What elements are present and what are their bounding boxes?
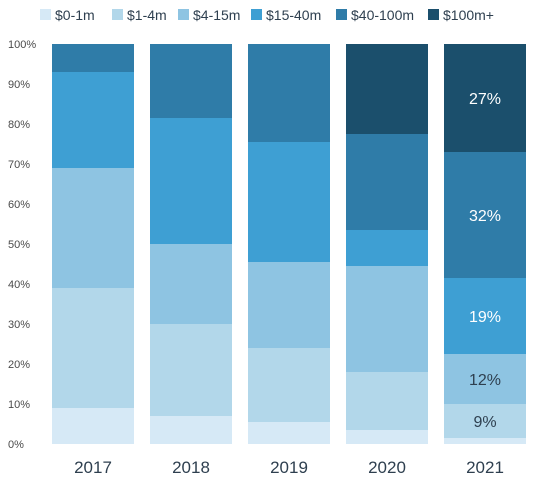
- bar-segment-2017-4-15m: [52, 168, 134, 288]
- bar-segment-2021-4-15m: [444, 354, 526, 404]
- bar-segment-2020-40-100m: [346, 134, 428, 230]
- y-tick-label-0: 0%: [8, 439, 24, 451]
- bar-group-2019: [248, 44, 330, 444]
- bar-segment-2019-1-4m: [248, 348, 330, 422]
- bar-segment-2019-0-1m: [248, 422, 330, 444]
- legend-item-15-40m: $15-40m: [251, 7, 321, 23]
- bar-segment-2020-4-15m: [346, 266, 428, 372]
- x-tick-label-2021: 2021: [466, 458, 504, 477]
- y-tick-label-50: 50%: [8, 239, 30, 251]
- legend-swatch-1-4m: [112, 9, 123, 20]
- bar-segment-2017-15-40m: [52, 72, 134, 168]
- bar-segment-2020-100m: [346, 44, 428, 134]
- legend-item-40-100m: $40-100m: [336, 7, 414, 23]
- bar-segment-2021-0-1m: [444, 438, 526, 444]
- bar-segment-2017-40-100m: [52, 44, 134, 72]
- legend-label-4-15m: $4-15m: [193, 7, 240, 23]
- y-tick-label-10: 10%: [8, 399, 30, 411]
- bar-segment-2017-0-1m: [52, 408, 134, 444]
- data-label-2021-4-15m: 12%: [469, 372, 501, 389]
- legend-swatch-40-100m: [336, 9, 347, 20]
- y-tick-label-100: 100%: [8, 39, 36, 51]
- legend-swatch-15-40m: [251, 9, 262, 20]
- y-tick-label-40: 40%: [8, 279, 30, 291]
- y-tick-label-30: 30%: [8, 319, 30, 331]
- x-tick-label-2019: 2019: [270, 458, 308, 477]
- bar-segment-2019-40-100m: [248, 44, 330, 142]
- bar-segment-2020-1-4m: [346, 372, 428, 430]
- legend-item-1-4m: $1-4m: [112, 7, 167, 23]
- legend-label-40-100m: $40-100m: [351, 7, 414, 23]
- bar-segment-2018-15-40m: [150, 118, 232, 244]
- legend-swatch-100m: [428, 9, 439, 20]
- bars: 9% 12% 19% 32% 27%: [52, 44, 526, 444]
- bar-segment-2017-1-4m: [52, 288, 134, 408]
- legend-item-4-15m: $4-15m: [178, 7, 240, 23]
- bar-segment-2021-100m: [444, 44, 526, 152]
- legend-label-15-40m: $15-40m: [266, 7, 321, 23]
- chart-legend: $0-1m $1-4m $4-15m $15-40m $40-100m $100m+: [40, 7, 494, 23]
- x-tick-label-2020: 2020: [368, 458, 406, 477]
- bar-group-2020: [346, 44, 428, 444]
- bar-segment-2018-4-15m: [150, 244, 232, 324]
- x-tick-label-2017: 2017: [74, 458, 112, 477]
- bar-segment-2020-0-1m: [346, 430, 428, 444]
- y-tick-label-20: 20%: [8, 359, 30, 371]
- legend-label-100m: $100m+: [443, 7, 494, 23]
- x-axis: 2017 2018 2019 2020 2021: [74, 458, 504, 477]
- y-tick-label-70: 70%: [8, 159, 30, 171]
- bar-group-2017: [52, 44, 134, 444]
- bar-segment-2020-15-40m: [346, 230, 428, 266]
- bar-group-2021: 9% 12% 19% 32% 27%: [444, 44, 526, 444]
- bar-segment-2018-0-1m: [150, 416, 232, 444]
- y-axis: 0% 10% 20% 30% 40% 50% 60% 70% 80% 90% 100%: [8, 39, 36, 451]
- data-label-2021-1-4m: 9%: [473, 414, 496, 431]
- legend-label-0-1m: $0-1m: [55, 7, 95, 23]
- legend-swatch-0-1m: [40, 9, 51, 20]
- bar-segment-2019-15-40m: [248, 142, 330, 262]
- bar-segment-2018-40-100m: [150, 44, 232, 118]
- legend-item-0-1m: $0-1m: [40, 7, 95, 23]
- legend-item-100m: $100m+: [428, 7, 494, 23]
- bar-segment-2021-1-4m: [444, 404, 526, 438]
- bar-segment-2021-15-40m: [444, 278, 526, 354]
- legend-label-1-4m: $1-4m: [127, 7, 167, 23]
- legend-swatch-4-15m: [178, 9, 189, 20]
- data-label-2021-100m: 27%: [469, 91, 501, 108]
- y-tick-label-60: 60%: [8, 199, 30, 211]
- bar-segment-2018-1-4m: [150, 324, 232, 416]
- data-label-2021-15-40m: 19%: [469, 309, 501, 326]
- bar-segment-2019-4-15m: [248, 262, 330, 348]
- y-tick-label-80: 80%: [8, 119, 30, 131]
- y-tick-label-90: 90%: [8, 79, 30, 91]
- x-tick-label-2018: 2018: [172, 458, 210, 477]
- bar-segment-2021-40-100m: [444, 152, 526, 278]
- bar-group-2018: [150, 44, 232, 444]
- data-label-2021-40-100m: 32%: [469, 208, 501, 225]
